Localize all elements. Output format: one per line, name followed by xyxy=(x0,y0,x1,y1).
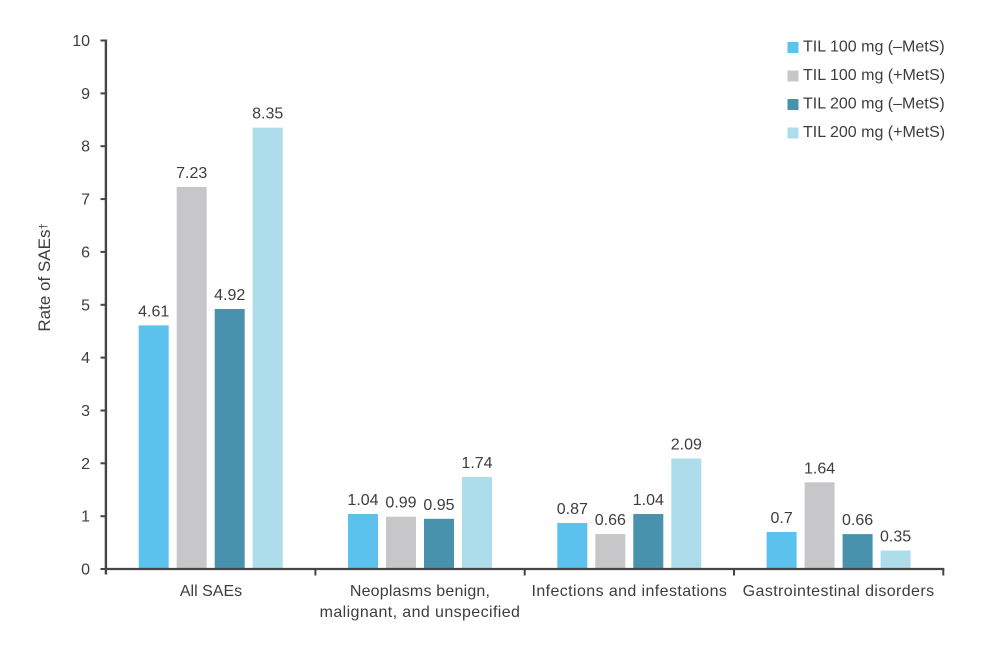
svg-text:TIL 200 mg (–MetS): TIL 200 mg (–MetS) xyxy=(803,96,945,113)
svg-text:0.87: 0.87 xyxy=(557,501,588,518)
svg-text:Gastrointestinal disorders: Gastrointestinal disorders xyxy=(743,583,935,600)
svg-text:9: 9 xyxy=(81,86,90,103)
svg-text:10: 10 xyxy=(72,33,90,50)
svg-text:TIL 200 mg (+MetS): TIL 200 mg (+MetS) xyxy=(803,124,945,141)
svg-text:0.66: 0.66 xyxy=(595,512,626,529)
svg-text:7.23: 7.23 xyxy=(176,165,207,182)
svg-text:0.35: 0.35 xyxy=(880,529,911,546)
svg-text:3: 3 xyxy=(81,403,90,420)
svg-text:0: 0 xyxy=(81,562,90,579)
svg-text:6: 6 xyxy=(81,244,90,261)
svg-text:0.95: 0.95 xyxy=(423,497,454,514)
svg-text:4: 4 xyxy=(81,350,90,367)
svg-text:0.7: 0.7 xyxy=(770,510,792,527)
svg-text:2.09: 2.09 xyxy=(671,437,702,454)
svg-text:1.04: 1.04 xyxy=(347,492,378,509)
svg-text:2: 2 xyxy=(81,456,90,473)
svg-text:1.64: 1.64 xyxy=(804,460,835,477)
svg-text:TIL 100 mg (+MetS): TIL 100 mg (+MetS) xyxy=(803,67,945,84)
svg-text:All SAEs: All SAEs xyxy=(180,583,242,600)
svg-text:1: 1 xyxy=(81,509,90,526)
svg-text:1.04: 1.04 xyxy=(633,492,664,509)
svg-text:1.74: 1.74 xyxy=(461,455,492,472)
svg-text:8.35: 8.35 xyxy=(252,106,283,123)
svg-text:Neoplasms benign,: Neoplasms benign, xyxy=(350,583,490,600)
svg-text:Rate of SAEs†: Rate of SAEs† xyxy=(35,223,54,331)
svg-text:4.61: 4.61 xyxy=(138,303,169,320)
svg-text:Infections and infestations: Infections and infestations xyxy=(531,583,727,600)
svg-text:0.66: 0.66 xyxy=(842,512,873,529)
svg-text:0.99: 0.99 xyxy=(385,495,416,512)
svg-text:8: 8 xyxy=(81,139,90,156)
svg-text:7: 7 xyxy=(81,192,90,209)
svg-text:TIL 100 mg (–MetS): TIL 100 mg (–MetS) xyxy=(803,39,945,56)
svg-text:4.92: 4.92 xyxy=(214,287,245,304)
svg-text:malignant, and unspecified: malignant, and unspecified xyxy=(320,604,521,621)
svg-text:5: 5 xyxy=(81,297,90,314)
